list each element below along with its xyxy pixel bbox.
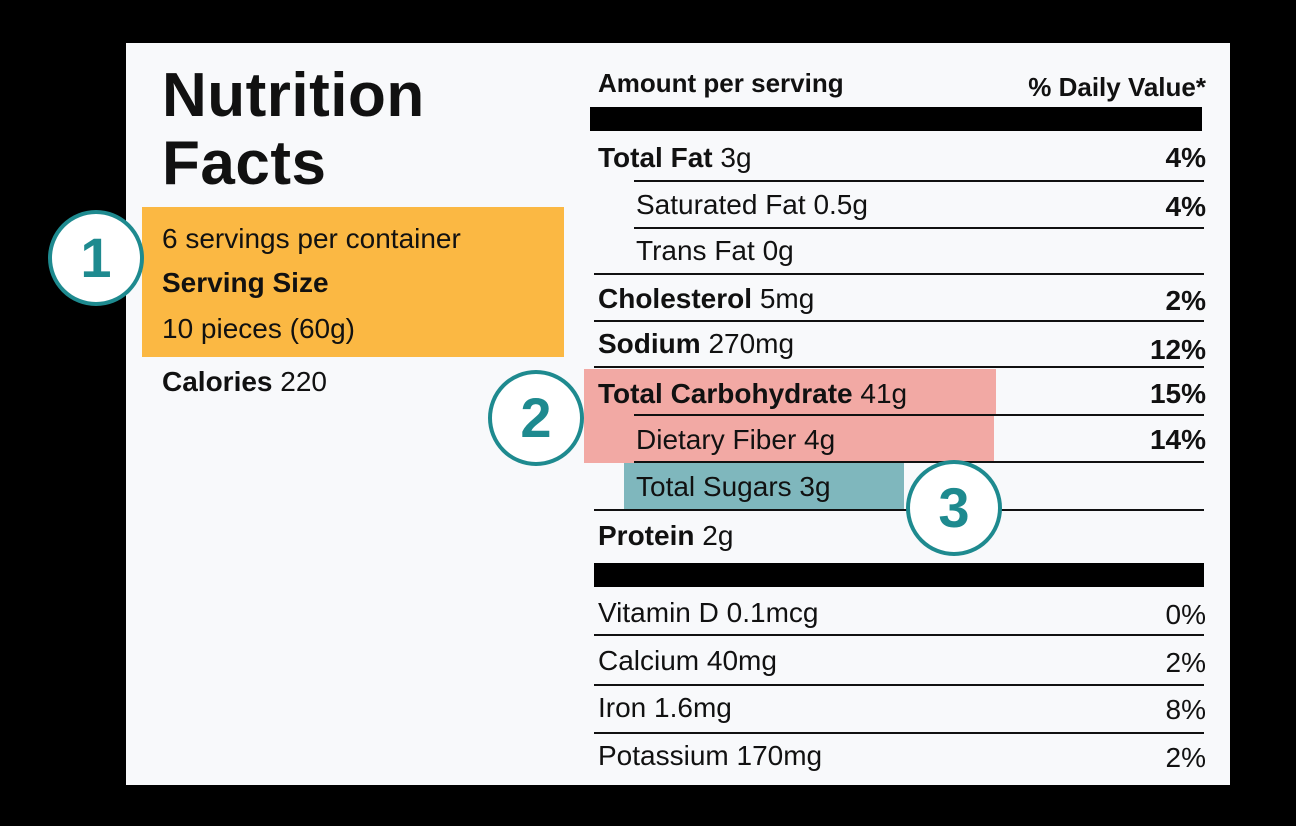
nutrient-trans-fat: Trans Fat 0g: [636, 235, 794, 266]
vitamin-d: Vitamin D 0.1mcg: [598, 597, 819, 628]
dv-total-fat: 4%: [1165, 142, 1206, 173]
nutrient-saturated-fat: Saturated Fat 0.5g: [636, 189, 868, 220]
divider: [594, 509, 1204, 511]
divider: [594, 320, 1204, 322]
divider: [594, 684, 1204, 686]
fiber-highlight: [584, 415, 994, 463]
divider: [634, 414, 1204, 416]
label-title: Nutrition Facts: [162, 61, 425, 198]
carbohydrate-highlight: [584, 369, 996, 415]
divider: [634, 461, 1204, 463]
nutrient-cholesterol: Cholesterol 5mg: [598, 283, 815, 314]
amount-per-serving-header: Amount per serving: [598, 68, 844, 98]
badge-2: 2: [488, 370, 584, 466]
nutrient-total-sugars: Total Sugars 3g: [636, 471, 831, 502]
thick-bar-bottom: [594, 563, 1204, 587]
dv-cholesterol: 2%: [1165, 285, 1206, 316]
divider: [594, 634, 1204, 636]
dv-total-carbohydrate: 15%: [1149, 378, 1206, 409]
servings-per-container: 6 servings per container: [162, 223, 461, 254]
divider: [634, 227, 1204, 229]
dv-saturated-fat: 4%: [1165, 191, 1206, 222]
nutrient-total-carbohydrate: Total Carbohydrate 41g: [598, 378, 908, 409]
iron: Iron 1.6mg: [598, 692, 732, 723]
calories-label: Calories: [162, 366, 273, 397]
nutrient-dietary-fiber: Dietary Fiber 4g: [636, 424, 836, 455]
nutrient-protein: Protein 2g: [598, 520, 734, 551]
dv-iron: 8%: [1165, 694, 1206, 725]
badge-3: 3: [906, 460, 1002, 556]
dv-dietary-fiber: 14%: [1149, 424, 1206, 455]
dv-calcium: 2%: [1165, 647, 1206, 678]
potassium: Potassium 170mg: [598, 740, 823, 771]
serving-highlight: [142, 207, 564, 357]
serving-size-value: 10 pieces (60g): [162, 313, 356, 344]
thick-bar-top: [590, 107, 1202, 131]
dv-vitamin-d: 0%: [1165, 599, 1206, 630]
daily-value-header: % Daily Value*: [1028, 72, 1206, 102]
dv-potassium: 2%: [1165, 742, 1206, 773]
divider: [634, 180, 1204, 182]
serving-size-label: Serving Size: [162, 267, 329, 298]
divider: [594, 732, 1204, 734]
dv-sodium: 12%: [1149, 334, 1206, 365]
calories: Calories 220: [162, 366, 327, 398]
nutrient-total-fat: Total Fat 3g: [598, 142, 752, 173]
calcium: Calcium 40mg: [598, 645, 777, 676]
calories-value: 220: [280, 366, 327, 397]
sugars-highlight: [624, 463, 904, 509]
divider: [594, 273, 1204, 275]
divider: [594, 366, 1204, 368]
nutrient-sodium: Sodium 270mg: [598, 328, 795, 359]
badge-1: 1: [48, 210, 144, 306]
